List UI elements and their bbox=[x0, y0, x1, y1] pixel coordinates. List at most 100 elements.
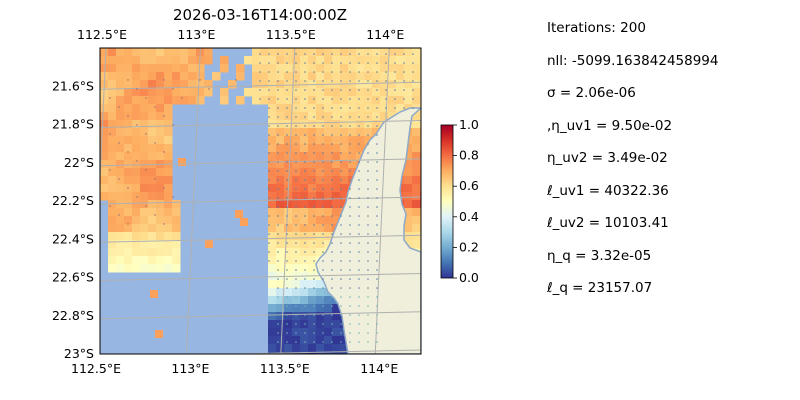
heatmap-cell bbox=[388, 88, 397, 97]
arrow-marker bbox=[322, 161, 324, 163]
heatmap-cell bbox=[348, 104, 357, 113]
y-tick-label: 23°S bbox=[64, 346, 94, 361]
heatmap-cell bbox=[348, 88, 357, 97]
heatmap-cell bbox=[100, 168, 109, 177]
heatmap-cell bbox=[300, 296, 309, 305]
heatmap-cell bbox=[148, 224, 157, 233]
heatmap-cell bbox=[188, 56, 197, 65]
heatmap-cell bbox=[155, 330, 163, 338]
arrow-marker bbox=[349, 89, 351, 91]
arrow-marker bbox=[268, 251, 270, 253]
arrow-marker bbox=[268, 80, 270, 82]
arrow-marker bbox=[304, 170, 306, 172]
arrow-marker bbox=[367, 170, 369, 172]
heatmap-cell bbox=[140, 176, 149, 185]
heatmap-cell bbox=[284, 280, 293, 289]
arrow-marker bbox=[286, 152, 288, 154]
heatmap-cell bbox=[132, 64, 141, 73]
arrow-marker bbox=[322, 143, 324, 145]
heatmap-cell bbox=[140, 72, 149, 81]
heatmap-cell bbox=[388, 56, 397, 65]
arrow-marker bbox=[340, 116, 342, 118]
heatmap-cell bbox=[164, 128, 173, 137]
heatmap-cell bbox=[332, 88, 341, 97]
arrow-marker bbox=[154, 142, 156, 144]
arrow-marker bbox=[322, 314, 324, 316]
arrow-marker bbox=[349, 251, 351, 253]
heatmap-cell bbox=[116, 240, 125, 249]
arrow-marker bbox=[340, 170, 342, 172]
arrow-marker bbox=[286, 53, 288, 55]
heatmap-cell bbox=[164, 104, 173, 113]
arrow-marker bbox=[313, 323, 315, 325]
arrow-marker bbox=[313, 251, 315, 253]
heatmap-cell bbox=[316, 224, 325, 233]
arrow-marker bbox=[358, 323, 360, 325]
heatmap-cell bbox=[276, 160, 285, 169]
arrow-marker bbox=[286, 89, 288, 91]
arrow-marker bbox=[295, 206, 297, 208]
heatmap-cell bbox=[268, 280, 277, 289]
heatmap-cell bbox=[316, 336, 325, 345]
heatmap-cell bbox=[156, 232, 165, 241]
heatmap-cell bbox=[404, 80, 413, 89]
heatmap-cell bbox=[260, 64, 269, 73]
arrow-marker bbox=[367, 179, 369, 181]
arrow-marker bbox=[277, 170, 279, 172]
heatmap-cell bbox=[100, 104, 109, 113]
heatmap-cell bbox=[332, 312, 341, 321]
heatmap-cell bbox=[164, 96, 173, 105]
heatmap-cell bbox=[324, 328, 333, 337]
heatmap-cell bbox=[292, 232, 301, 241]
arrow-marker bbox=[376, 260, 378, 262]
parallel-line bbox=[100, 311, 421, 320]
arrow-marker bbox=[367, 215, 369, 217]
heatmap-cell bbox=[292, 144, 301, 153]
heatmap-cell bbox=[268, 304, 277, 313]
heatmap-cell bbox=[284, 240, 293, 249]
heatmap-cell bbox=[316, 128, 325, 137]
heatmap-cell bbox=[164, 136, 173, 145]
heatmap-cell bbox=[116, 152, 125, 161]
heatmap-cell bbox=[268, 112, 277, 121]
heatmap-cell bbox=[148, 56, 157, 65]
heatmap-cell bbox=[300, 48, 309, 57]
arrow-marker bbox=[349, 314, 351, 316]
heatmap-cell bbox=[276, 256, 285, 265]
heatmap-cell bbox=[284, 160, 293, 169]
arrow-marker bbox=[394, 98, 396, 100]
heatmap-cell bbox=[172, 256, 181, 265]
heatmap-cell bbox=[172, 200, 181, 209]
heatmap-cell bbox=[316, 216, 325, 225]
arrow-marker bbox=[376, 278, 378, 280]
param-ell-uv1: ℓ_uv1 = 40322.36 bbox=[547, 182, 669, 199]
heatmap-cell bbox=[156, 200, 165, 209]
heatmap-cell bbox=[156, 96, 165, 105]
heatmap-cell bbox=[140, 136, 149, 145]
heatmap-cell bbox=[332, 352, 341, 354]
heatmap-cell bbox=[268, 192, 277, 201]
heatmap-cell bbox=[412, 224, 421, 233]
arrow-marker bbox=[295, 332, 297, 334]
arrow-marker bbox=[322, 80, 324, 82]
arrow-marker bbox=[358, 62, 360, 64]
heatmap-cell bbox=[292, 336, 301, 345]
colorbar: 0.0 0.2 0.4 0.6 0.8 1.0 bbox=[440, 117, 479, 285]
heatmap-cell bbox=[116, 80, 125, 89]
heatmap-cell bbox=[372, 120, 381, 129]
heatmap-cell bbox=[348, 64, 357, 73]
heatmap-cell bbox=[116, 120, 125, 129]
heatmap-cell bbox=[324, 296, 333, 305]
heatmap-cell bbox=[116, 64, 125, 73]
heatmap-cell bbox=[132, 232, 141, 241]
heatmap-cell bbox=[164, 224, 173, 233]
heatmap-cell bbox=[404, 72, 413, 81]
heatmap-cell bbox=[292, 296, 301, 305]
heatmap-cell bbox=[316, 56, 325, 65]
heatmap-cell bbox=[156, 216, 165, 225]
arrow-marker bbox=[367, 260, 369, 262]
arrow-marker bbox=[358, 152, 360, 154]
heatmap-cell bbox=[308, 344, 317, 353]
arrow-marker bbox=[286, 215, 288, 217]
arrow-marker bbox=[349, 125, 351, 127]
